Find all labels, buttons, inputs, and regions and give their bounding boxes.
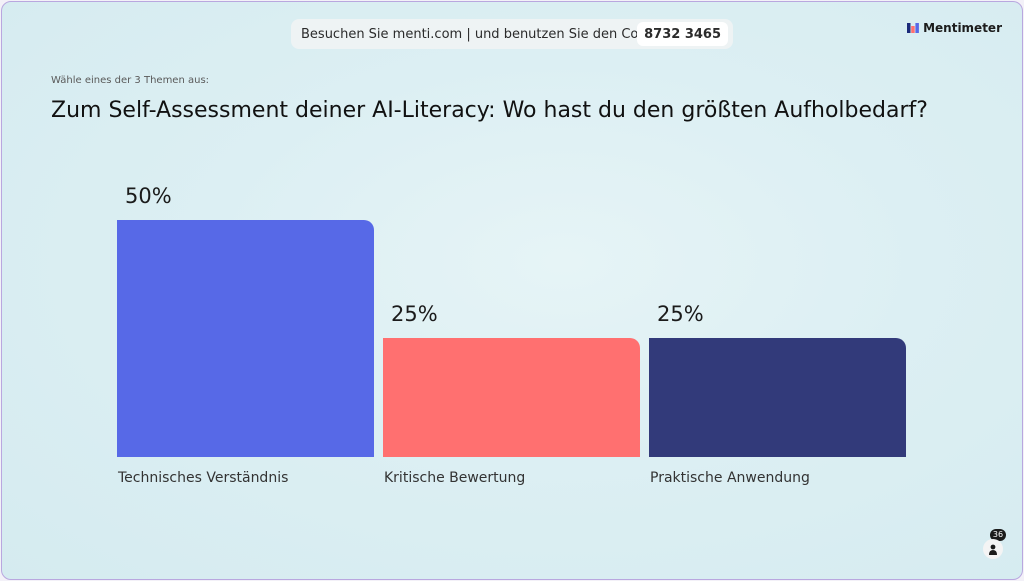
bar-value-label: 25% [657,302,704,326]
join-text: Besuchen Sie menti.com | und benutzen Si… [301,26,655,42]
participant-counter[interactable]: 36 [980,529,1006,559]
slide-question: Zum Self-Assessment deiner AI-Literacy: … [51,98,928,123]
category-label: Technisches Verständnis [118,470,289,486]
category-label: Praktische Anwendung [650,470,810,486]
bar-value-label: 25% [391,302,438,326]
bar-value-label: 50% [125,184,172,208]
participant-count-badge: 36 [990,529,1006,541]
slide-subtitle: Wähle eines der 3 Themen aus: [51,75,210,86]
person-icon [983,539,1003,559]
bar-1 [117,220,374,457]
bar-2 [383,338,640,457]
bar-3 [649,338,906,457]
category-label: Kritische Bewertung [384,470,526,486]
join-code: 8732 3465 [637,22,728,46]
brand-name: Mentimeter [923,21,1002,35]
mentimeter-logo-icon [907,23,919,33]
mentimeter-logo: Mentimeter [907,21,1002,35]
join-instructions: Besuchen Sie menti.com | und benutzen Si… [291,19,733,49]
